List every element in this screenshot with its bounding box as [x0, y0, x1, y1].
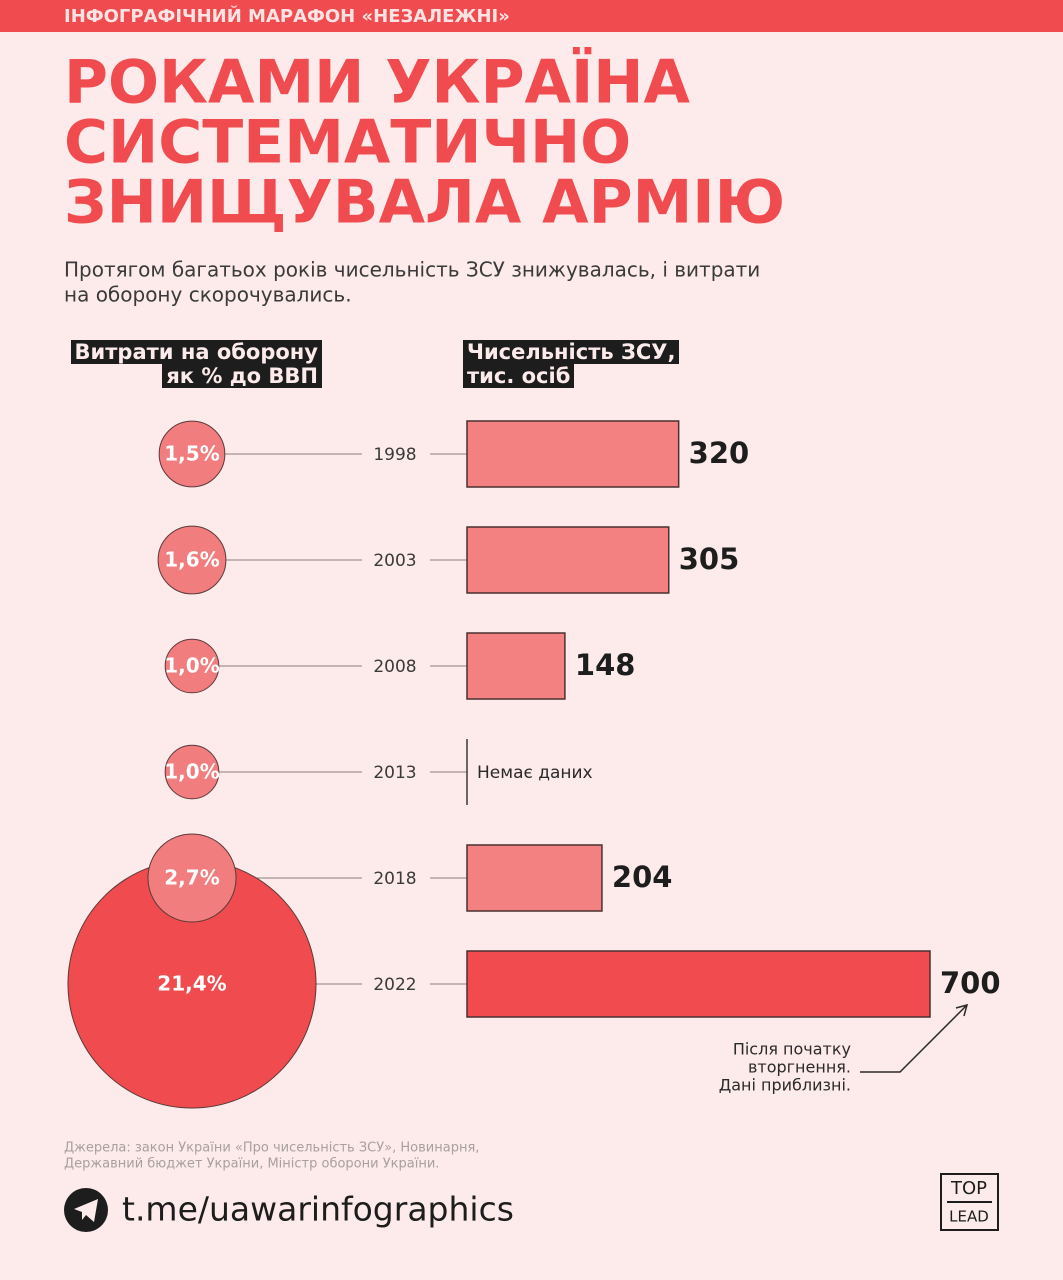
bubble: [157, 525, 227, 595]
source: Державний бюджет України, Міністр оборон…: [64, 1157, 439, 1172]
bar: [466, 844, 603, 912]
bar: [466, 950, 931, 1018]
series-header: Чисельність ЗСУ, тис. осіб: [463, 340, 680, 388]
bubble-label: 1,0%: [164, 760, 219, 784]
annotation-arrowhead: [955, 1003, 969, 1017]
bubble-label: 1,6%: [164, 548, 219, 572]
year-label: 2008: [373, 657, 416, 677]
bar-label: 148: [575, 648, 636, 682]
subtitle: на оборону скорочувались.: [64, 283, 352, 307]
subtitle: Протягом багатьох років чисельність ЗСУ …: [64, 258, 760, 282]
bar-label: 305: [679, 542, 740, 576]
logo-box: [940, 1173, 999, 1231]
bubble-label: 1,0%: [164, 654, 219, 678]
annotation: Після початку: [733, 1040, 851, 1059]
annotation: вторгнення.: [748, 1058, 851, 1077]
bar: [466, 632, 566, 700]
link[interactable]: t.me/uawarinfographics: [122, 1190, 514, 1229]
source: Джерела: закон України «Про чисельність …: [64, 1141, 479, 1156]
series-header: Витрати на оборону як % до ВВП: [64, 340, 322, 388]
year-label: 2013: [373, 763, 416, 783]
no-data-label: Немає даних: [477, 763, 593, 783]
title: ЗНИЩУВАЛА АРМІЮ: [64, 168, 785, 238]
bubble: [158, 420, 226, 488]
bubble-label: 21,4%: [157, 972, 226, 996]
logo: LEAD: [949, 1208, 989, 1226]
bar-label: 700: [940, 966, 1001, 1000]
annotation: Дані приблизні.: [719, 1076, 851, 1095]
title: РОКАМИ УКРАЇНА: [64, 46, 691, 118]
bar: [466, 420, 680, 488]
series-header-text: Витрати на оборону як % до ВВП: [70, 340, 322, 388]
bar: [466, 526, 670, 594]
year-label: 2003: [373, 551, 416, 571]
bar-label: 204: [612, 860, 673, 894]
header-bar: [0, 0, 1063, 32]
bubble-label: 1,5%: [164, 442, 219, 466]
series-header-text: Чисельність ЗСУ, тис. осіб: [463, 340, 680, 388]
logo: TOP: [950, 1178, 987, 1199]
title: СИСТЕМАТИЧНО: [64, 108, 631, 178]
year-label: 2022: [373, 975, 416, 995]
bubble: [164, 638, 220, 694]
annotation-arrow: [860, 1005, 967, 1073]
bubble-label: 2,7%: [164, 866, 219, 890]
year-label: 2018: [373, 869, 416, 889]
bubble: [147, 833, 237, 923]
year-label: 1998: [373, 445, 416, 465]
header: ІНФОГРАФІЧНИЙ МАРАФОН «НЕЗАЛЕЖНІ»: [64, 5, 510, 27]
telegram-plane: [74, 1199, 98, 1222]
bubble: [164, 744, 220, 800]
bar-label: 320: [689, 436, 750, 470]
